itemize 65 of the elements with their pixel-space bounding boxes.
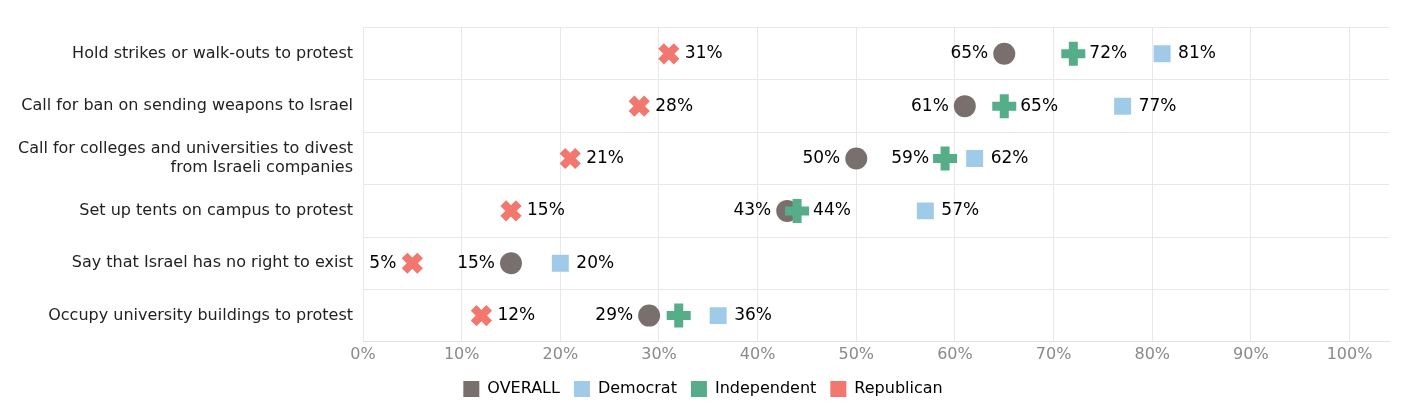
point [627, 94, 652, 118]
x-tick-label: 0% [350, 343, 376, 363]
point [966, 150, 984, 167]
point [638, 304, 661, 327]
point [993, 42, 1016, 65]
data-label: 29% [595, 304, 634, 325]
y-tick-label: Call for colleges and universities to divest from Israeli companies [17, 138, 354, 177]
x-tick-label: 80% [1134, 343, 1171, 363]
x-tick-label: 10% [443, 343, 480, 363]
point [709, 307, 727, 325]
data-label: 28% [655, 94, 694, 115]
data-label: 62% [990, 146, 1029, 167]
point [1114, 97, 1132, 115]
data-label: 57% [941, 199, 980, 220]
data-label: 65% [1020, 94, 1059, 115]
point [558, 146, 582, 171]
y-tick-label: Say that Israel has no right to exist [71, 252, 354, 272]
data-label: 81% [1178, 42, 1216, 63]
legend-label: OVERALL [487, 378, 561, 398]
point [1061, 41, 1086, 66]
x-tick-label: 40% [739, 343, 776, 363]
data-label: 21% [586, 146, 624, 167]
data-label: 77% [1138, 94, 1177, 115]
point [500, 252, 522, 275]
point [400, 251, 425, 276]
legend-label: Democrat [597, 378, 677, 398]
point [657, 42, 681, 66]
legend-label: Independent [714, 378, 817, 398]
data-label: 59% [891, 146, 930, 167]
y-tick-label: Set up tents on campus to protest [79, 200, 354, 220]
data-label: 36% [734, 304, 772, 325]
y-tick-label: Hold strikes or walk-outs to protest [72, 42, 354, 62]
x-tick-label: 20% [542, 343, 579, 363]
point [469, 303, 494, 328]
point [551, 254, 569, 272]
data-label: 72% [1089, 42, 1128, 63]
point [499, 199, 523, 223]
point [785, 198, 810, 223]
data-label: 65% [950, 42, 989, 63]
x-tick-label: 50% [838, 343, 875, 363]
point [933, 146, 958, 171]
data-label: 31% [684, 42, 723, 63]
legend-label: Republican [854, 378, 943, 398]
point [1153, 45, 1171, 63]
x-tick-label: 100% [1326, 343, 1373, 363]
x-tick-label: 90% [1233, 343, 1269, 363]
point [953, 95, 976, 118]
x-tick-label: 70% [1035, 343, 1072, 363]
x-tick-label: 60% [937, 343, 973, 363]
data-label: 44% [813, 199, 851, 220]
data-label: 20% [576, 251, 615, 272]
point [666, 303, 691, 328]
point [916, 202, 934, 220]
x-tick-label: 30% [641, 343, 677, 363]
data-label: 50% [802, 146, 841, 167]
data-label: 15% [457, 251, 495, 272]
data-label: 5% [369, 251, 397, 272]
data-label: 15% [527, 199, 565, 220]
data-label: 12% [497, 304, 536, 325]
y-tick-label: Call for ban on sending weapons to Israel [21, 95, 354, 115]
point [845, 147, 868, 170]
point [992, 94, 1017, 119]
data-label: 61% [911, 94, 949, 115]
y-tick-label: Occupy university buildings to protest [48, 304, 354, 324]
data-label: 43% [733, 199, 772, 220]
